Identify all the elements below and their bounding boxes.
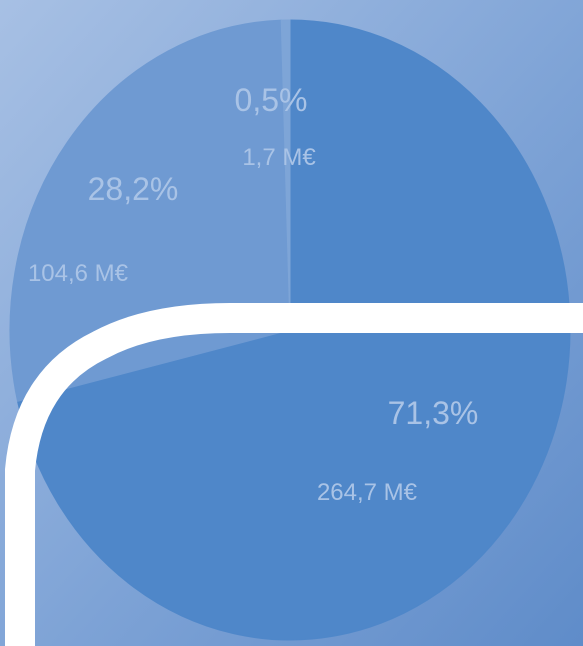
slice-amount-label-0: 264,7 M€	[317, 479, 418, 506]
slice-amount-label-2: 1,7 M€	[242, 144, 316, 171]
slice-amount-label-1: 104,6 M€	[28, 260, 129, 287]
pie-slice-2	[280, 19, 291, 331]
decorative-curve-band	[5, 303, 583, 646]
pie-labels: 71,3% 264,7 M€ 28,2% 104,6 M€ 0,5% 1,7 M…	[28, 82, 478, 506]
slice-percent-label-2: 0,5%	[235, 82, 308, 118]
slice-percent-label-0: 71,3%	[388, 395, 479, 431]
slice-percent-label-1: 28,2%	[88, 171, 179, 207]
